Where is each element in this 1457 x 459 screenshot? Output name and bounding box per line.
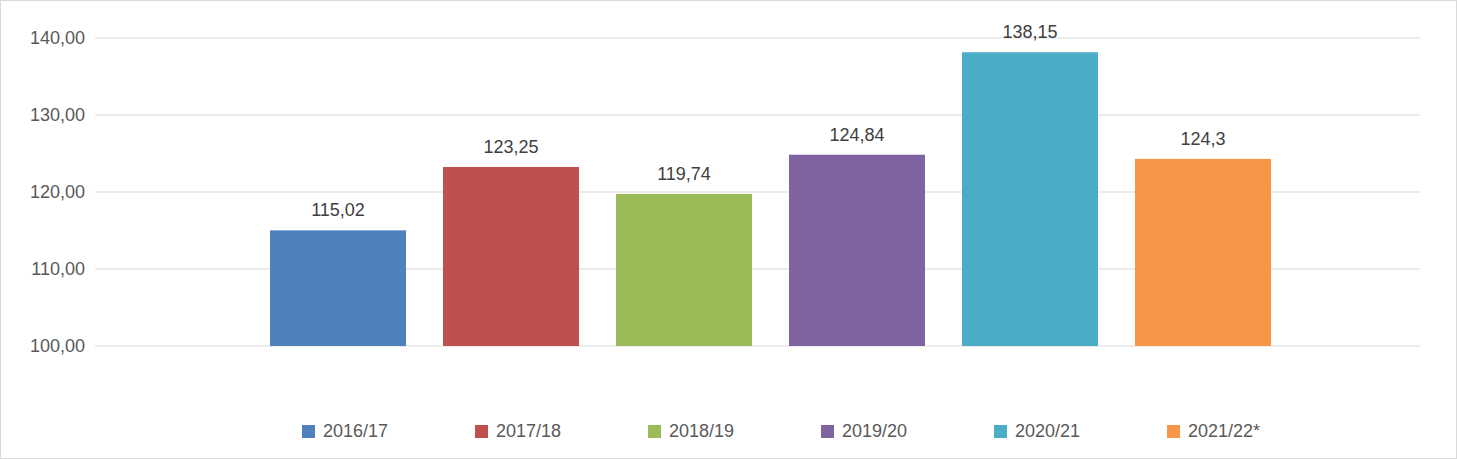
bar	[962, 52, 1098, 346]
tick-label: 120,00	[30, 182, 85, 202]
data-label: 124,3	[1180, 129, 1225, 149]
legend-label: 2020/21	[1015, 421, 1080, 441]
legend-label: 2021/22*	[1188, 421, 1260, 441]
data-label: 123,25	[483, 137, 538, 157]
data-label: 138,15	[1002, 22, 1057, 42]
chart-frame	[1, 1, 1457, 459]
legend-swatch	[302, 425, 315, 438]
data-label: 115,02	[311, 200, 365, 220]
legend-swatch	[475, 425, 488, 438]
data-labels: 115,02 123,25 119,74 124,84 138,15 124,3	[311, 22, 1225, 220]
bar	[443, 167, 579, 346]
legend-swatch	[994, 425, 1007, 438]
tick-label: 130,00	[30, 105, 85, 125]
legend-label: 2017/18	[496, 421, 561, 441]
bars	[270, 52, 1271, 346]
legend-swatch	[1167, 425, 1180, 438]
tick-label: 140,00	[30, 28, 85, 48]
data-label: 124,84	[829, 125, 884, 145]
legend-label: 2019/20	[842, 421, 907, 441]
tick-label: 100,00	[30, 336, 85, 356]
legend-swatch	[648, 425, 661, 438]
chart: 100,00 110,00 120,00 130,00 140,00 115,02 123,…	[0, 0, 1457, 459]
grid-line	[95, 115, 1420, 116]
legend-label: 2016/17	[323, 421, 388, 441]
bar	[1135, 159, 1271, 346]
bar	[616, 194, 752, 346]
bar	[789, 155, 925, 346]
legend: 2016/17 2017/18 2018/19 2019/20 2020/21 2021/…	[302, 421, 1260, 441]
bar	[270, 230, 406, 346]
legend-swatch	[821, 425, 834, 438]
legend-label: 2018/19	[669, 421, 734, 441]
tick-label: 110,00	[31, 259, 85, 279]
grid	[95, 38, 1420, 346]
grid-line	[95, 38, 1420, 39]
data-label: 119,74	[657, 164, 711, 184]
